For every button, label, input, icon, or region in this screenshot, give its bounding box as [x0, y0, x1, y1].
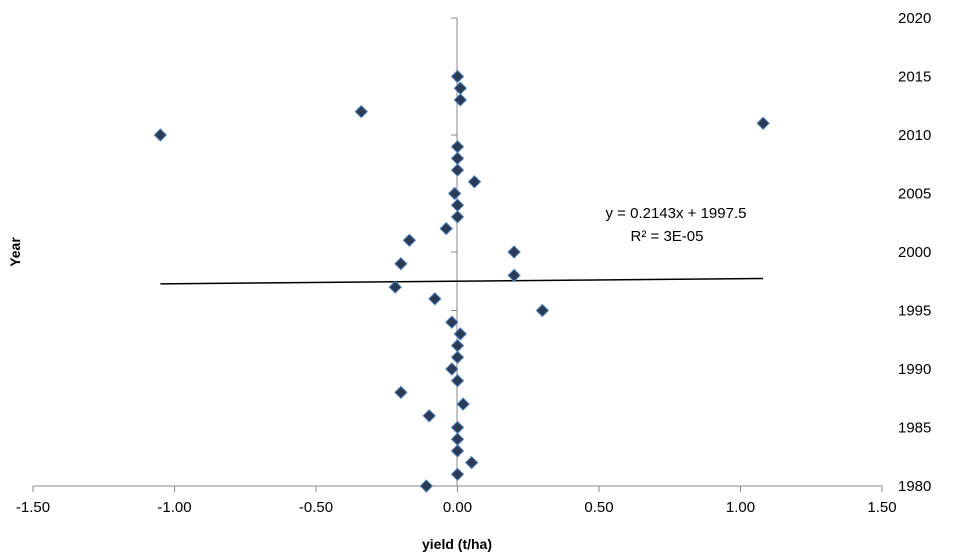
data-point — [450, 338, 465, 353]
y-tick-label: 1990 — [898, 361, 931, 378]
x-tick-label: -1.00 — [157, 499, 191, 516]
data-point — [394, 256, 408, 271]
data-point — [453, 81, 468, 95]
y-tick-label: 1980 — [898, 478, 931, 495]
data-point — [450, 69, 465, 84]
data-point — [450, 139, 465, 154]
data-points — [153, 69, 770, 493]
trendline-equation: y = 0.2143x + 1997.5 — [606, 205, 747, 222]
data-point — [354, 104, 368, 119]
data-point — [450, 373, 465, 388]
data-point — [402, 233, 417, 248]
data-point — [507, 245, 521, 259]
data-point — [450, 420, 465, 435]
x-tick-label: 0.00 — [443, 499, 472, 516]
data-point — [450, 151, 465, 166]
data-point — [450, 467, 465, 482]
data-point — [422, 409, 436, 423]
x-tick-label: 1.50 — [867, 499, 896, 516]
data-point — [450, 432, 465, 446]
trendline-r-squared: R² = 3E-05 — [631, 228, 704, 245]
data-point — [450, 210, 465, 224]
y-axis-title: Year — [7, 237, 23, 267]
data-point — [453, 327, 468, 341]
x-tick-label: 0.50 — [584, 499, 613, 516]
y-ticks: 1980 1985 1990 1995 2000 2005 2010 2015 2020 — [451, 10, 931, 495]
y-tick-label: 2000 — [898, 244, 931, 261]
data-point — [507, 268, 521, 283]
data-point — [456, 397, 470, 411]
data-point — [450, 350, 465, 365]
data-point — [535, 303, 550, 318]
trendline-line — [160, 277, 764, 285]
y-tick-label: 2020 — [898, 10, 931, 27]
data-point — [445, 315, 459, 329]
data-point — [388, 280, 402, 294]
x-tick-label: -0.50 — [299, 499, 333, 516]
data-point — [419, 479, 434, 493]
y-tick-label: 1995 — [898, 303, 931, 320]
y-tick-label: 1985 — [898, 420, 931, 437]
data-point — [153, 128, 168, 142]
x-ticks: -1.50 -1.00 -0.50 0.00 0.50 1.00 1.50 — [16, 486, 897, 516]
data-point — [439, 221, 453, 236]
x-tick-label: -1.50 — [16, 499, 50, 516]
y-tick-label: 2005 — [898, 186, 931, 203]
data-point — [756, 116, 770, 131]
data-point — [467, 175, 482, 189]
data-point — [447, 186, 462, 201]
y-tick-label: 2010 — [898, 127, 931, 144]
data-point — [450, 444, 465, 458]
data-point — [453, 93, 468, 107]
data-point — [428, 292, 442, 306]
y-tick-label: 2015 — [898, 69, 931, 86]
x-axis-title: yield (t/ha) — [422, 536, 492, 552]
trendline — [160, 277, 764, 285]
data-point — [394, 385, 408, 400]
x-tick-label: 1.00 — [726, 499, 755, 516]
data-point — [450, 198, 465, 212]
data-point — [445, 362, 459, 376]
data-point — [450, 163, 465, 177]
data-point — [464, 455, 479, 470]
